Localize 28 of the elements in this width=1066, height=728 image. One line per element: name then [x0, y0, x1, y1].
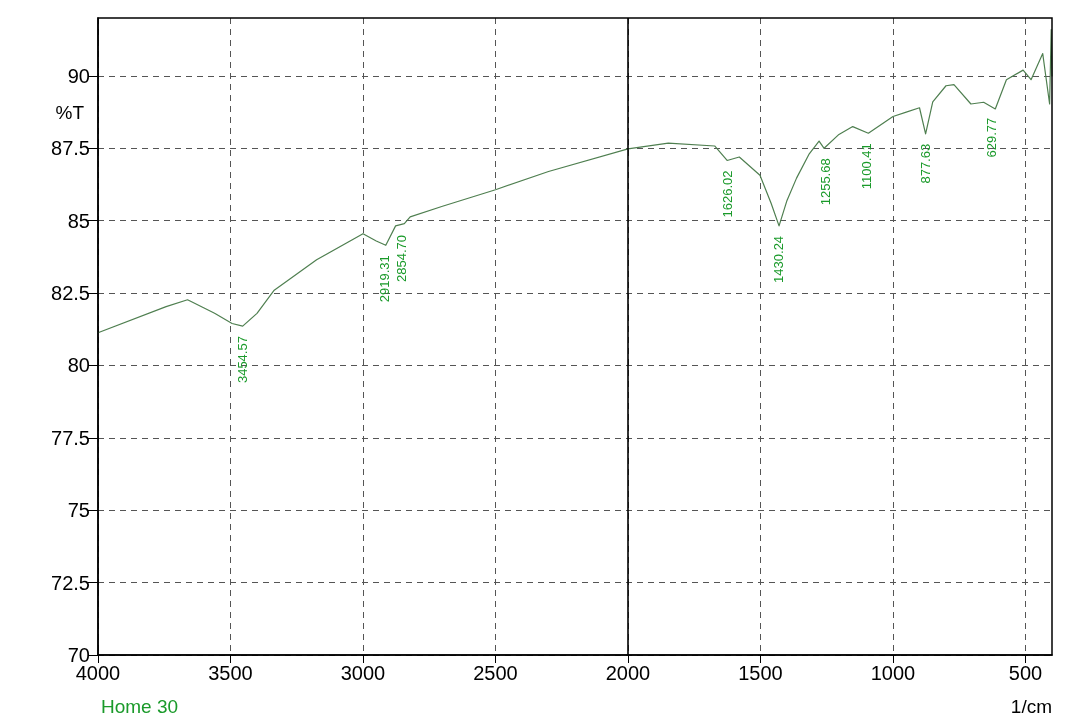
y-tick-label: 80: [67, 354, 90, 377]
x-tick-label: 3500: [208, 662, 253, 684]
annotation: 1430.24: [771, 235, 787, 283]
y-tick-label: 85: [67, 209, 90, 232]
annotation: 3454.57: [235, 336, 251, 384]
x-axis-title: 1/cm: [1010, 696, 1053, 717]
annotation: 1100.41: [858, 143, 874, 190]
x-tick-label: 1000: [870, 662, 916, 684]
y-tick-label: 87.5: [51, 137, 90, 160]
y-tick-label: 72.5: [51, 571, 90, 594]
y-tick-label: 90: [67, 64, 90, 87]
annotation: 2919.31: [376, 255, 392, 303]
x-tick-label: 2500: [473, 662, 518, 684]
y-axis-title: %T: [55, 101, 85, 123]
y-tick-label: 77.5: [51, 426, 90, 449]
annotation: 1255.68: [817, 158, 833, 206]
line-series: [97, 28, 1053, 334]
annotation: 1626.02: [719, 170, 735, 218]
annotation: 629.77: [983, 117, 999, 158]
x-tick-label: 500: [1008, 662, 1043, 684]
annotation: 2854.70: [394, 235, 409, 283]
y-tick-label: 82.5: [51, 282, 90, 305]
x-tick-label: 1500: [738, 662, 783, 684]
text: Home 30: [101, 696, 179, 717]
x-tick-label: 3000: [340, 662, 386, 684]
annotation: 877.63: [917, 143, 933, 184]
x-tick-label: 2000: [605, 662, 651, 684]
y-tick-label: 75: [67, 499, 90, 522]
